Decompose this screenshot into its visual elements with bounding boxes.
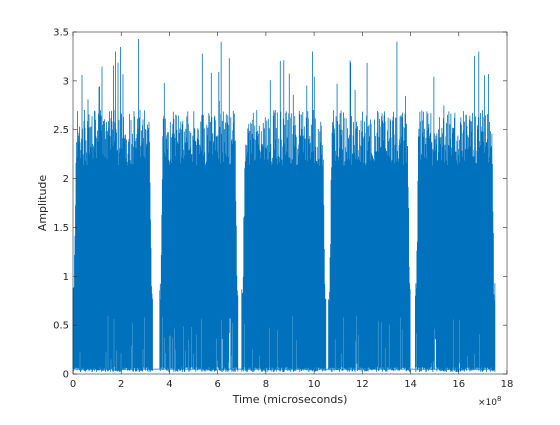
x-tick-label: 6	[214, 379, 220, 390]
plot-area	[72, 38, 496, 373]
x-tick-label: 12	[356, 379, 369, 390]
x-axis-label: Time (microseconds)	[232, 393, 348, 406]
y-tick-label: 3	[63, 76, 69, 87]
x-axis-exponent: ×108	[478, 395, 501, 408]
x-tick-label: 14	[404, 379, 417, 390]
signal-burst-4	[328, 41, 411, 372]
x-tick-label: 16	[452, 379, 465, 390]
y-tick-label: 2	[63, 174, 69, 185]
axes-box	[72, 31, 508, 375]
y-tick-label: 0	[63, 370, 69, 381]
x-tick-label: 2	[118, 379, 124, 390]
y-tick-label: 3.5	[53, 28, 69, 39]
x-axis-exponent-power: 8	[497, 395, 501, 403]
y-tick-label: 0.5	[53, 321, 69, 332]
x-tick-label: 4	[166, 379, 172, 390]
x-tick-label: 10	[308, 379, 321, 390]
axes: 0 2 4 6 8 10 12 14 16 18 0 0.5 1 1.5 2 2.5 3 3.5	[53, 28, 513, 391]
x-tick-label: 18	[501, 379, 514, 390]
x-tick-label: 0	[70, 379, 76, 390]
y-tick-label: 1	[63, 272, 69, 283]
signal-burst-5	[414, 51, 496, 373]
x-tick-label: 8	[263, 379, 269, 390]
x-axis-exponent-base: ×10	[478, 398, 497, 408]
y-tick-label: 1.5	[53, 223, 69, 234]
signal-burst-2	[159, 41, 239, 373]
y-tick-label: 2.5	[53, 125, 69, 136]
signal-burst-3	[241, 51, 327, 373]
y-axis-label: Amplitude	[36, 175, 49, 232]
